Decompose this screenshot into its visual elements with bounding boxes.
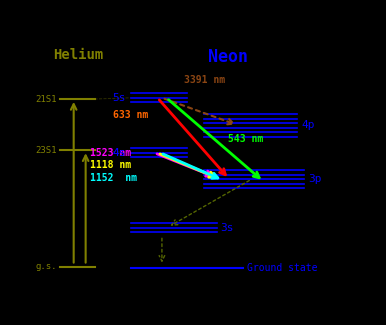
Text: g.s.: g.s. [36, 262, 57, 271]
Text: 3p: 3p [308, 174, 322, 184]
Text: 4s: 4s [113, 148, 126, 158]
Text: 543 nm: 543 nm [228, 134, 263, 144]
Text: 1523 nm: 1523 nm [90, 148, 131, 158]
Text: 3391 nm: 3391 nm [185, 75, 225, 85]
Text: Neon: Neon [208, 48, 248, 66]
Text: Ground state: Ground state [247, 263, 318, 273]
Text: 23S1: 23S1 [36, 146, 57, 155]
Text: 633 nm: 633 nm [113, 110, 148, 120]
Text: 5s: 5s [113, 93, 126, 103]
Text: 1118 nm: 1118 nm [90, 160, 131, 170]
Text: 3s: 3s [220, 223, 234, 233]
Text: 21S1: 21S1 [36, 95, 57, 104]
Text: Helium: Helium [53, 48, 103, 62]
Text: 1152  nm: 1152 nm [90, 173, 137, 183]
Text: 4p: 4p [301, 120, 315, 130]
Text: 4s: 4s [113, 148, 126, 158]
